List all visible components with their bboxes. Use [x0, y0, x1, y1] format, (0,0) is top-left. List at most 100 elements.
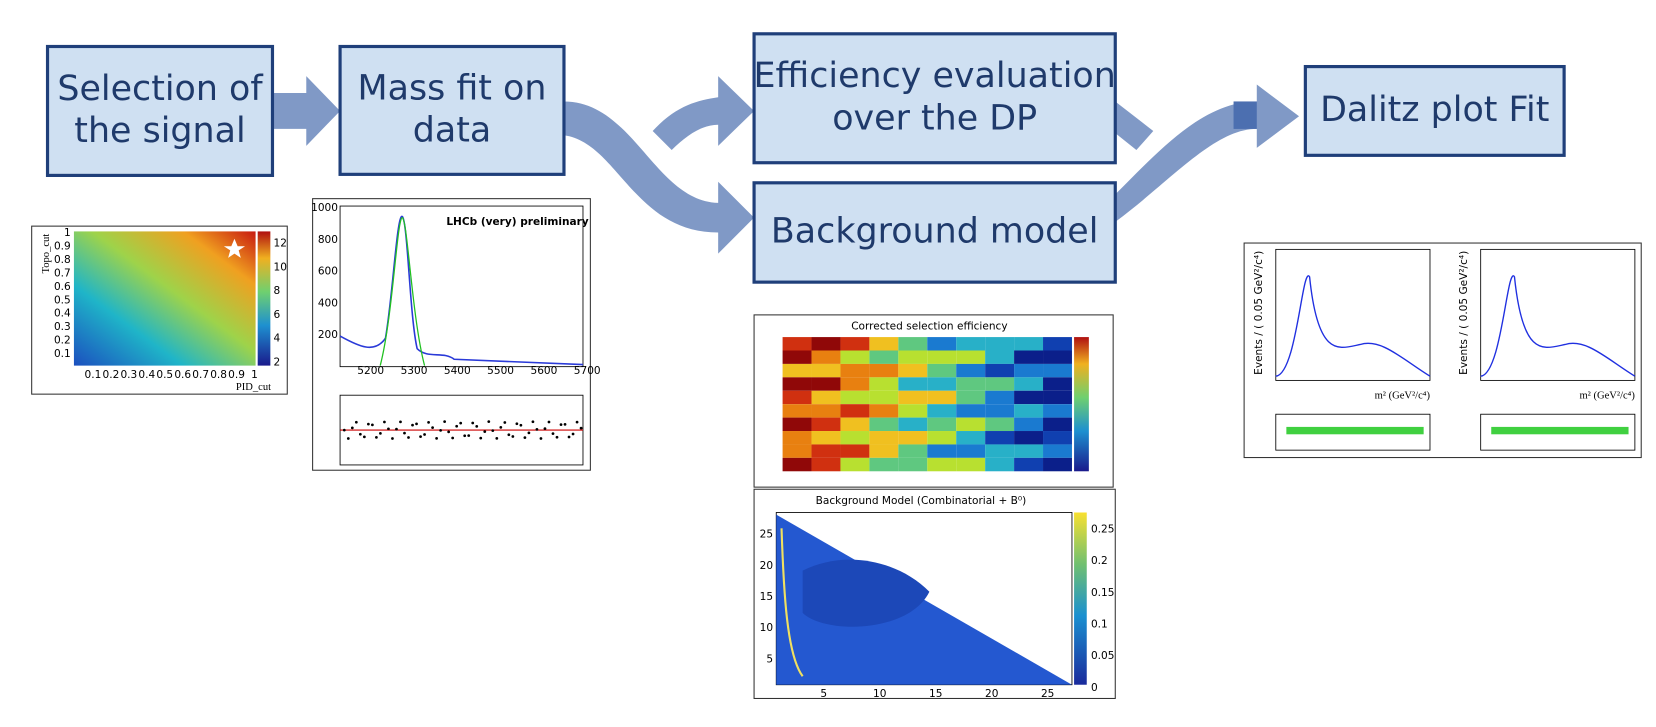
pull-axes: [1480, 413, 1636, 451]
fit-curve: [339, 215, 584, 366]
pull-point: [371, 423, 374, 427]
eff-cell: [869, 431, 899, 445]
colorbar-label: 8: [274, 285, 281, 297]
eff-cell: [869, 417, 899, 432]
eff-cell: [782, 431, 812, 445]
eff-cell: [898, 390, 928, 405]
star: [223, 238, 246, 258]
pull-point: [342, 428, 346, 432]
colorbar: [257, 231, 271, 366]
eff-cell: [840, 457, 870, 472]
x-tick-label: 5400: [444, 365, 471, 377]
pull-point: [575, 420, 579, 424]
eff-cell: [898, 431, 928, 445]
x-tick-label: 1: [251, 369, 258, 381]
eff-cell: [840, 444, 870, 458]
eff-cell: [1043, 457, 1072, 472]
y-tick-label: 200: [318, 329, 338, 341]
pull-point: [435, 437, 438, 440]
eff-cell: [1014, 390, 1044, 405]
y-tick-label: 10: [760, 622, 774, 634]
eff-cell: [1014, 444, 1044, 458]
pull-point: [411, 423, 414, 427]
eff-cell: [985, 444, 1015, 458]
eff-cell: [782, 337, 812, 351]
colorbar-label: 4: [274, 333, 281, 345]
y-tick-label: 0.5: [54, 294, 71, 306]
pull-point: [395, 427, 398, 431]
x-tick-label: 0.7: [192, 369, 209, 381]
eff-cell: [985, 363, 1015, 378]
eff-cell: [1043, 363, 1072, 378]
pull-point: [563, 422, 567, 426]
colorbar-label: 0.2: [1091, 555, 1108, 567]
x-tick-label: 20: [985, 688, 999, 700]
y-axis-label: Events / ( 0.05 GeV²/c⁴): [1253, 251, 1265, 375]
colorbar-label: 0: [1091, 682, 1098, 694]
fit-curve: [1275, 275, 1431, 377]
eff-cell: [869, 390, 899, 405]
pull-point: [487, 420, 491, 424]
pull-point: [555, 435, 559, 439]
box-label: Dalitz plot Fit: [1320, 90, 1549, 130]
signal-curve: [379, 217, 426, 366]
pull-point: [403, 431, 406, 435]
eff-cell: [956, 431, 986, 445]
pull-point: [547, 420, 551, 424]
pull-point: [499, 425, 503, 429]
axes: [1480, 248, 1636, 381]
process-box: [45, 44, 275, 177]
pull-point: [567, 435, 571, 439]
x-tick-label: 5700: [574, 365, 601, 377]
box-label: Efficiency evaluation: [754, 56, 1116, 96]
x-tick-label: 25: [1041, 688, 1054, 700]
x-tick-label: 0.3: [120, 369, 137, 381]
pull-point: [475, 425, 479, 428]
pull-point: [467, 434, 471, 437]
eff-cell: [927, 431, 957, 445]
x-tick-label: 0.4: [138, 369, 155, 381]
eff-cell: [782, 390, 812, 405]
pull-point: [350, 426, 354, 430]
eff-cell: [956, 444, 986, 458]
eff-cell: [898, 337, 928, 351]
y-tick-label: 0.6: [54, 281, 71, 293]
eff-cell: [782, 350, 812, 364]
pull-point: [383, 420, 386, 424]
eff-cell: [840, 363, 870, 378]
box-label: Selection of: [57, 69, 263, 109]
process-box: [338, 44, 566, 176]
eff-cell: [985, 457, 1015, 472]
eff-cell: [956, 363, 986, 378]
pull-point: [362, 435, 366, 439]
eff-cell: [956, 457, 986, 472]
eff-cell: [840, 431, 870, 445]
eff-cell: [869, 350, 899, 364]
eff-cell: [840, 404, 870, 418]
colorbar-label: 2: [274, 356, 281, 368]
x-tick-label: 0.1: [85, 369, 102, 381]
eff-cell: [956, 390, 986, 405]
pull-point: [455, 424, 459, 428]
eff-cell: [869, 337, 899, 351]
pull-point: [471, 421, 475, 425]
eff-cell: [927, 417, 957, 432]
plot-frame: [312, 198, 591, 471]
pull-axes: [1275, 413, 1431, 451]
pull-point: [571, 432, 575, 436]
pull-point: [507, 433, 511, 437]
pull-point: [391, 437, 394, 440]
pull-point: [527, 431, 531, 435]
process-box: [752, 181, 1117, 284]
x-axis-label: m² (GeV²/c⁴): [1579, 391, 1635, 402]
eff-cell: [927, 404, 957, 418]
eff-cell: [869, 444, 899, 458]
eff-cell: [782, 377, 812, 391]
eff-cell: [811, 457, 841, 472]
eff-cell: [898, 444, 928, 458]
pull-point: [447, 430, 451, 434]
eff-cell: [840, 377, 870, 391]
eff-cell: [1043, 337, 1072, 351]
fit-curve: [1480, 275, 1636, 377]
